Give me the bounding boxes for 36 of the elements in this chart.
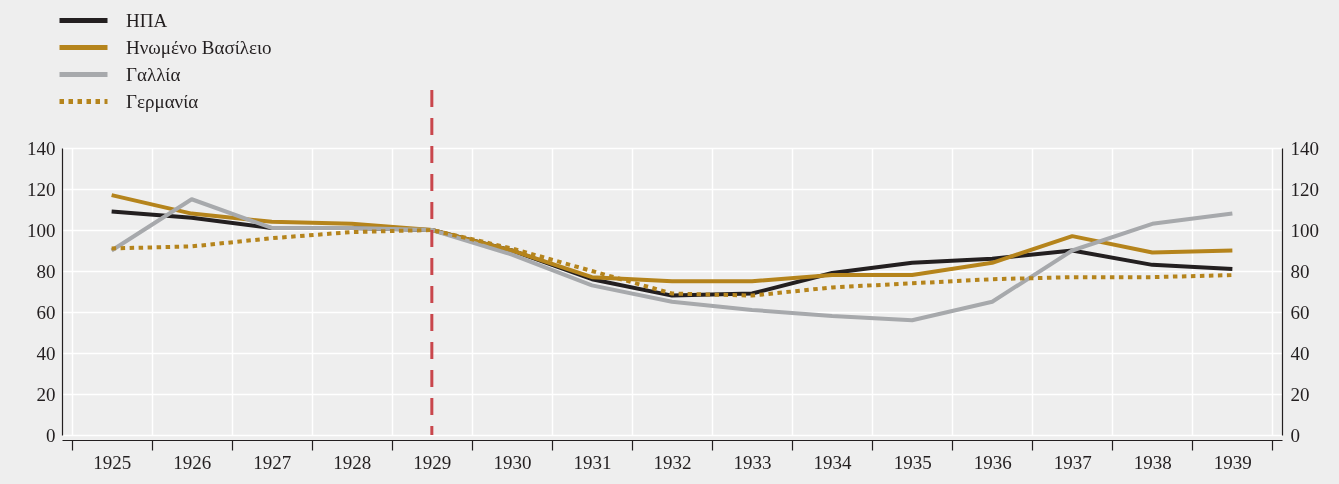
x-tick-label: 1928	[333, 451, 372, 473]
legend-label: Γαλλία	[126, 63, 181, 85]
y-tick-label: 80	[36, 260, 56, 282]
x-tick-label: 1929	[413, 451, 452, 473]
y-tick-label: 120	[27, 178, 56, 200]
y-tick-label: 60	[36, 301, 56, 323]
x-tick-label: 1926	[173, 451, 212, 473]
x-tick-label: 1931	[573, 451, 612, 473]
x-tick-label: 1937	[1053, 451, 1092, 473]
y-tick-label: 0	[46, 424, 56, 446]
x-tick-label: 1925	[93, 451, 132, 473]
x-tick-label: 1927	[253, 451, 292, 473]
y2-tick-label: 0	[1290, 424, 1300, 446]
x-tick-label: 1930	[493, 451, 532, 473]
x-tick-label: 1939	[1213, 451, 1252, 473]
y-tick-label: 40	[36, 342, 56, 364]
legend-label: ΗΠΑ	[126, 9, 168, 31]
y-tick-label: 20	[36, 383, 56, 405]
x-tick-label: 1933	[733, 451, 772, 473]
y2-tick-label: 100	[1290, 219, 1319, 241]
y2-tick-label: 40	[1290, 342, 1310, 364]
y-tick-label: 100	[27, 219, 56, 241]
legend-label: Ηνωμένο Βασίλειο	[126, 36, 272, 58]
y2-tick-label: 120	[1290, 178, 1319, 200]
y2-tick-label: 60	[1290, 301, 1310, 323]
y2-tick-label: 80	[1290, 260, 1310, 282]
y2-tick-label: 140	[1290, 137, 1319, 159]
y2-tick-label: 20	[1290, 383, 1310, 405]
legend-label: Γερμανία	[126, 90, 199, 112]
line-series	[109, 197, 1235, 323]
x-tick-label: 1934	[813, 451, 853, 473]
x-tick-label: 1936	[973, 451, 1012, 473]
x-tick-label: 1938	[1133, 451, 1172, 473]
x-tick-label: 1935	[893, 451, 932, 473]
y-tick-label: 140	[27, 137, 56, 159]
x-tick-label: 1932	[653, 451, 692, 473]
